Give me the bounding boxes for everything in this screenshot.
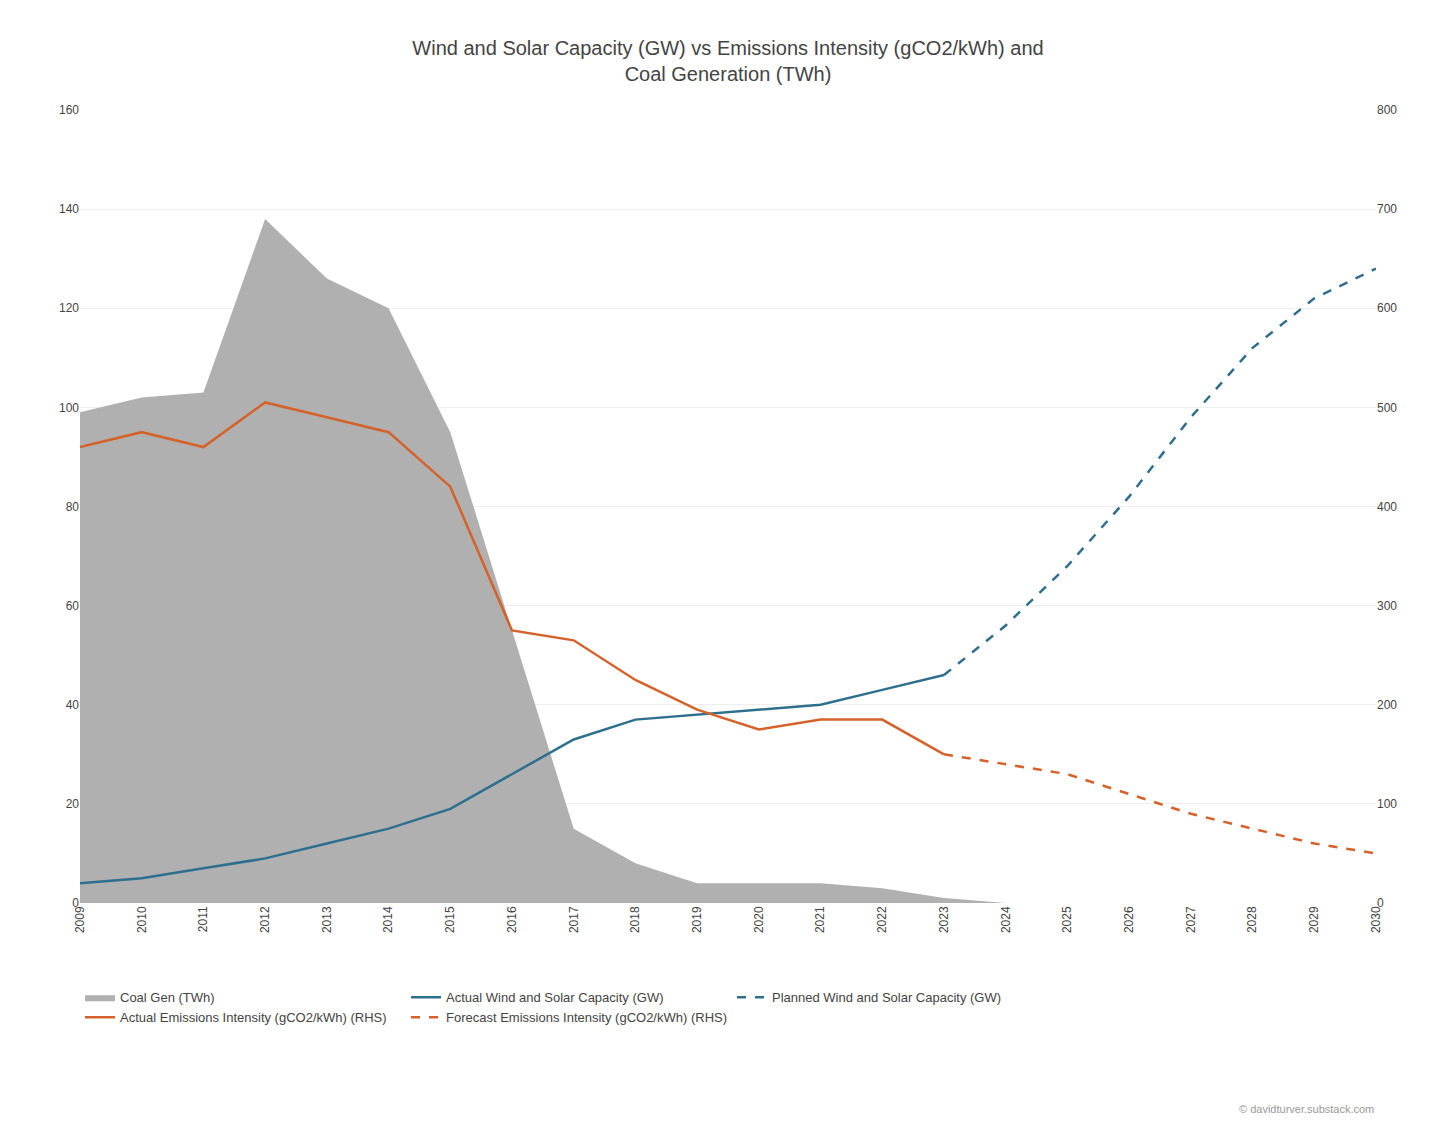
- svg-text:2030: 2030: [1369, 906, 1383, 933]
- svg-text:Coal Gen (TWh): Coal Gen (TWh): [120, 990, 215, 1005]
- svg-text:2024: 2024: [999, 906, 1013, 933]
- svg-text:2027: 2027: [1184, 906, 1198, 933]
- svg-text:80: 80: [66, 500, 80, 514]
- svg-text:800: 800: [1377, 103, 1397, 117]
- svg-text:60: 60: [66, 599, 80, 613]
- svg-text:2017: 2017: [567, 906, 581, 933]
- svg-text:160: 160: [59, 103, 79, 117]
- svg-text:100: 100: [59, 401, 79, 415]
- svg-text:Actual Wind and Solar Capacity: Actual Wind and Solar Capacity (GW): [446, 990, 663, 1005]
- svg-text:Planned Wind and Solar Capacit: Planned Wind and Solar Capacity (GW): [772, 990, 1001, 1005]
- svg-text:2011: 2011: [196, 906, 210, 932]
- svg-text:140: 140: [59, 202, 79, 216]
- svg-text:2010: 2010: [135, 906, 149, 933]
- svg-text:2020: 2020: [752, 906, 766, 933]
- svg-text:2012: 2012: [258, 906, 272, 933]
- svg-text:2022: 2022: [875, 906, 889, 933]
- svg-text:0: 0: [72, 896, 79, 910]
- svg-text:40: 40: [66, 698, 80, 712]
- svg-text:2014: 2014: [381, 906, 395, 933]
- svg-text:Wind and Solar Capacity (GW) v: Wind and Solar Capacity (GW) vs Emission…: [412, 37, 1043, 85]
- svg-text:700: 700: [1377, 202, 1397, 216]
- svg-text:2018: 2018: [628, 906, 642, 933]
- svg-text:2026: 2026: [1122, 906, 1136, 933]
- svg-text:100: 100: [1377, 797, 1397, 811]
- svg-text:20: 20: [66, 797, 80, 811]
- svg-text:300: 300: [1377, 599, 1397, 613]
- svg-text:2019: 2019: [690, 906, 704, 933]
- svg-text:600: 600: [1377, 301, 1397, 315]
- svg-text:500: 500: [1377, 401, 1397, 415]
- svg-text:2023: 2023: [937, 906, 951, 933]
- svg-text:Actual Emissions Intensity (gC: Actual Emissions Intensity (gCO2/kWh) (R…: [120, 1010, 387, 1025]
- svg-text:Forecast Emissions Intensity (: Forecast Emissions Intensity (gCO2/kWh) …: [446, 1010, 727, 1025]
- svg-text:120: 120: [59, 301, 79, 315]
- svg-text:2009: 2009: [73, 906, 87, 933]
- svg-text:2021: 2021: [813, 906, 827, 933]
- svg-text:2028: 2028: [1245, 906, 1259, 933]
- svg-text:200: 200: [1377, 698, 1397, 712]
- svg-text:2025: 2025: [1060, 906, 1074, 933]
- svg-text:© davidturver.substack.com: © davidturver.substack.com: [1239, 1103, 1374, 1115]
- svg-text:2015: 2015: [443, 906, 457, 933]
- svg-text:2029: 2029: [1307, 906, 1321, 933]
- svg-text:2016: 2016: [505, 906, 519, 933]
- svg-text:0: 0: [1377, 896, 1384, 910]
- svg-text:400: 400: [1377, 500, 1397, 514]
- svg-text:2013: 2013: [320, 906, 334, 933]
